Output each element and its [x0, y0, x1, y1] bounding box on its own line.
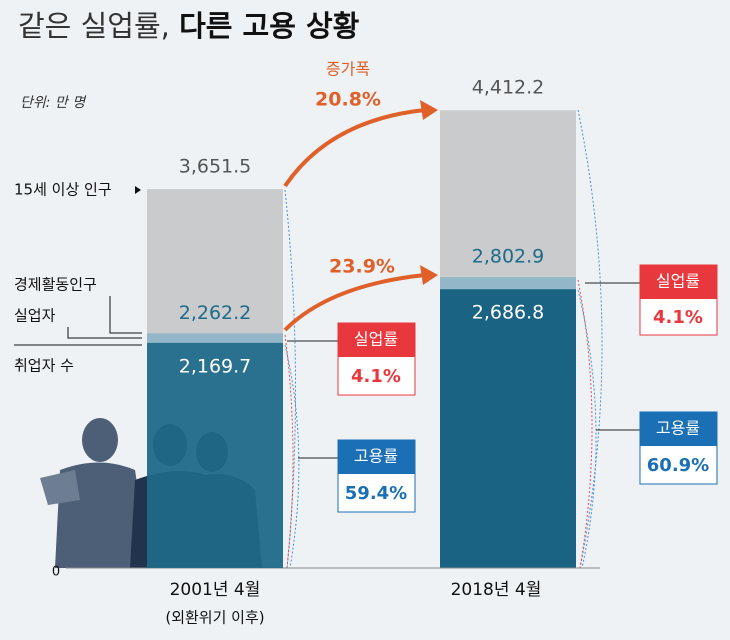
unemployed-label: 실업자: [14, 307, 56, 325]
value-label: 2,802.9: [472, 246, 545, 268]
chart-title: 같은 실업률, 다른 고용 상황: [18, 9, 360, 43]
legend-label: 취업자 수: [14, 357, 74, 375]
rate-value: 4.1%: [351, 366, 401, 387]
rate-label: 고용률: [656, 419, 700, 438]
rate-box: 고용률 60.9%: [639, 411, 718, 485]
value-label: 3,651.5: [179, 156, 252, 178]
title-light: 같은 실업률,: [18, 9, 170, 43]
rate-box: 고용률 59.4%: [337, 439, 416, 513]
growth-label: 증가폭: [326, 60, 370, 79]
silhouettes: [40, 418, 150, 568]
category-note: (외환위기 이후): [165, 609, 264, 627]
x-tick-label: 2018년 4월: [451, 580, 542, 600]
title-bold: 다른 고용 상황: [179, 9, 360, 43]
value-label: 2,169.7: [179, 355, 252, 377]
legend-label: 15세 이상 인구: [14, 181, 112, 199]
legend-connectors: [14, 296, 142, 346]
growth-population: 20.8%: [315, 89, 381, 111]
y-tick-label: 0: [52, 565, 60, 580]
guide-lines: [284, 109, 640, 569]
rate-label: 고용률: [354, 447, 398, 466]
rate-box: 실업률 4.1%: [639, 264, 718, 336]
rate-value: 4.1%: [653, 307, 703, 328]
rate-value: 59.4%: [345, 483, 407, 504]
value-label: 4,412.2: [472, 77, 545, 99]
bar: [440, 289, 576, 568]
rate-label: 실업률: [656, 272, 700, 291]
rate-label: 실업률: [354, 330, 398, 349]
x-tick-label: 2001년 4월: [170, 580, 261, 600]
bar: [147, 342, 283, 568]
growth-active: 23.9%: [329, 256, 395, 278]
growth-arrows: [283, 108, 426, 332]
value-label: 2,686.8: [472, 302, 545, 324]
legend-label: 경제활동인구: [14, 276, 97, 294]
value-label: 2,262.2: [179, 302, 252, 324]
rate-value: 60.9%: [647, 455, 709, 476]
legend-pointer: [135, 186, 141, 194]
unit: 단위: 만 명: [20, 95, 87, 111]
rate-box: 실업률 4.1%: [337, 322, 416, 396]
arrow-head: [420, 265, 438, 285]
arrow-head: [420, 100, 438, 120]
